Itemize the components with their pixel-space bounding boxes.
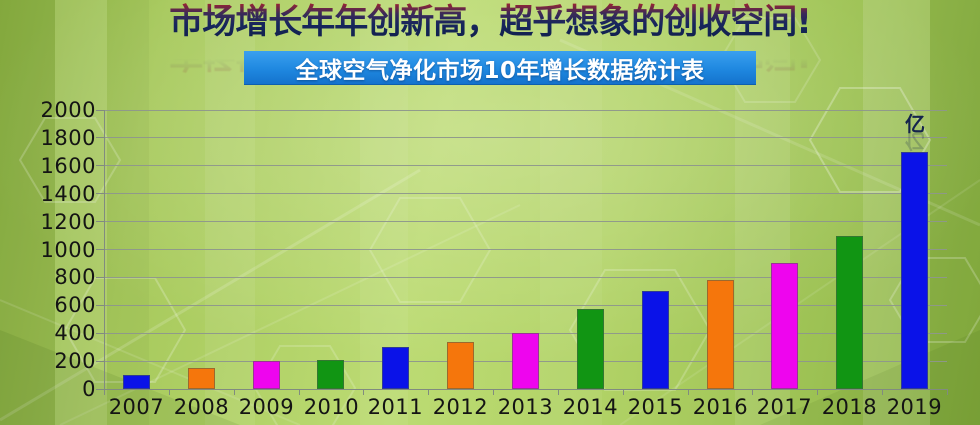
y-label-1400: 1400	[40, 181, 96, 206]
bar-2010	[317, 360, 344, 389]
gridline-1600	[104, 165, 947, 167]
y-tick-600	[96, 304, 104, 306]
bar-2016	[707, 280, 734, 389]
y-label-1600: 1600	[40, 153, 96, 178]
y-tick-1600	[96, 165, 104, 167]
y-label-800: 800	[54, 265, 96, 290]
x-tick-9	[687, 389, 689, 395]
chart-title-text: 全球空气净化市场10年增长数据统计表	[295, 57, 705, 84]
gridline-600	[104, 304, 947, 306]
y-axis-line	[104, 110, 105, 390]
y-tick-200	[96, 360, 104, 362]
x-tick-7	[557, 389, 559, 395]
y-tick-1400	[96, 193, 104, 195]
x-tick-10	[752, 389, 754, 395]
unit-label-reflection: 亿	[905, 129, 925, 153]
y-label-1800: 1800	[40, 125, 96, 150]
page-title: 市场增长年年创新高，超乎想象的创收空间!	[0, 0, 980, 43]
y-label-200: 200	[54, 349, 96, 374]
x-tick-0	[104, 389, 105, 395]
x-tick-2	[233, 389, 235, 395]
chart-title-banner: 全球空气净化市场10年增长数据统计表	[244, 51, 756, 85]
gridline-1800	[104, 137, 947, 139]
x-label-2014: 2014	[562, 395, 619, 419]
y-tick-1800	[96, 137, 104, 139]
y-label-400: 400	[54, 321, 96, 346]
x-tick-4	[363, 389, 365, 395]
x-label-2015: 2015	[627, 395, 684, 419]
bar-2011	[382, 347, 409, 389]
x-label-2012: 2012	[432, 395, 489, 419]
bar-2014	[577, 309, 604, 389]
gridline-800	[104, 276, 947, 278]
x-label-2018: 2018	[821, 395, 878, 419]
gridline-1200	[104, 221, 947, 223]
y-label-0: 0	[82, 377, 96, 401]
bar-2008	[188, 368, 215, 389]
bar-2017	[771, 263, 798, 389]
bar-2018	[836, 236, 863, 389]
bar-2013	[512, 333, 539, 389]
bar-2007	[123, 375, 150, 389]
x-tick-8	[622, 389, 624, 395]
x-label-2008: 2008	[173, 395, 230, 419]
gridline-2000	[104, 109, 947, 111]
x-tick-12	[882, 389, 884, 395]
bar-2009	[253, 361, 280, 389]
y-label-600: 600	[54, 293, 96, 318]
x-tick-13	[947, 389, 948, 395]
bar-2015	[642, 291, 669, 389]
x-label-2010: 2010	[303, 395, 360, 419]
y-tick-2000	[96, 109, 104, 111]
gridline-1000	[104, 249, 947, 250]
unit-label: 亿	[905, 112, 925, 136]
y-tick-0	[96, 388, 104, 390]
bar-2012	[447, 342, 474, 389]
x-label-2011: 2011	[367, 395, 424, 419]
y-tick-1200	[96, 221, 104, 223]
x-tick-11	[817, 389, 819, 395]
x-tick-3	[298, 389, 300, 395]
y-tick-800	[96, 276, 104, 278]
x-label-2009: 2009	[238, 395, 295, 419]
x-axis-line	[104, 389, 947, 390]
x-tick-1	[168, 389, 170, 395]
y-label-2000: 2000	[40, 98, 96, 122]
y-tick-400	[96, 332, 104, 334]
x-label-2016: 2016	[692, 395, 749, 419]
x-label-2019: 2019	[886, 395, 943, 419]
x-tick-5	[428, 389, 430, 395]
x-label-2007: 2007	[108, 395, 165, 419]
x-label-2013: 2013	[497, 395, 554, 419]
gridline-1400	[104, 193, 947, 195]
y-label-1200: 1200	[40, 209, 96, 234]
y-tick-1000	[96, 249, 104, 250]
x-tick-6	[493, 389, 495, 395]
bar-2019	[901, 152, 928, 389]
y-label-1000: 1000	[40, 237, 96, 262]
x-label-2017: 2017	[756, 395, 813, 419]
